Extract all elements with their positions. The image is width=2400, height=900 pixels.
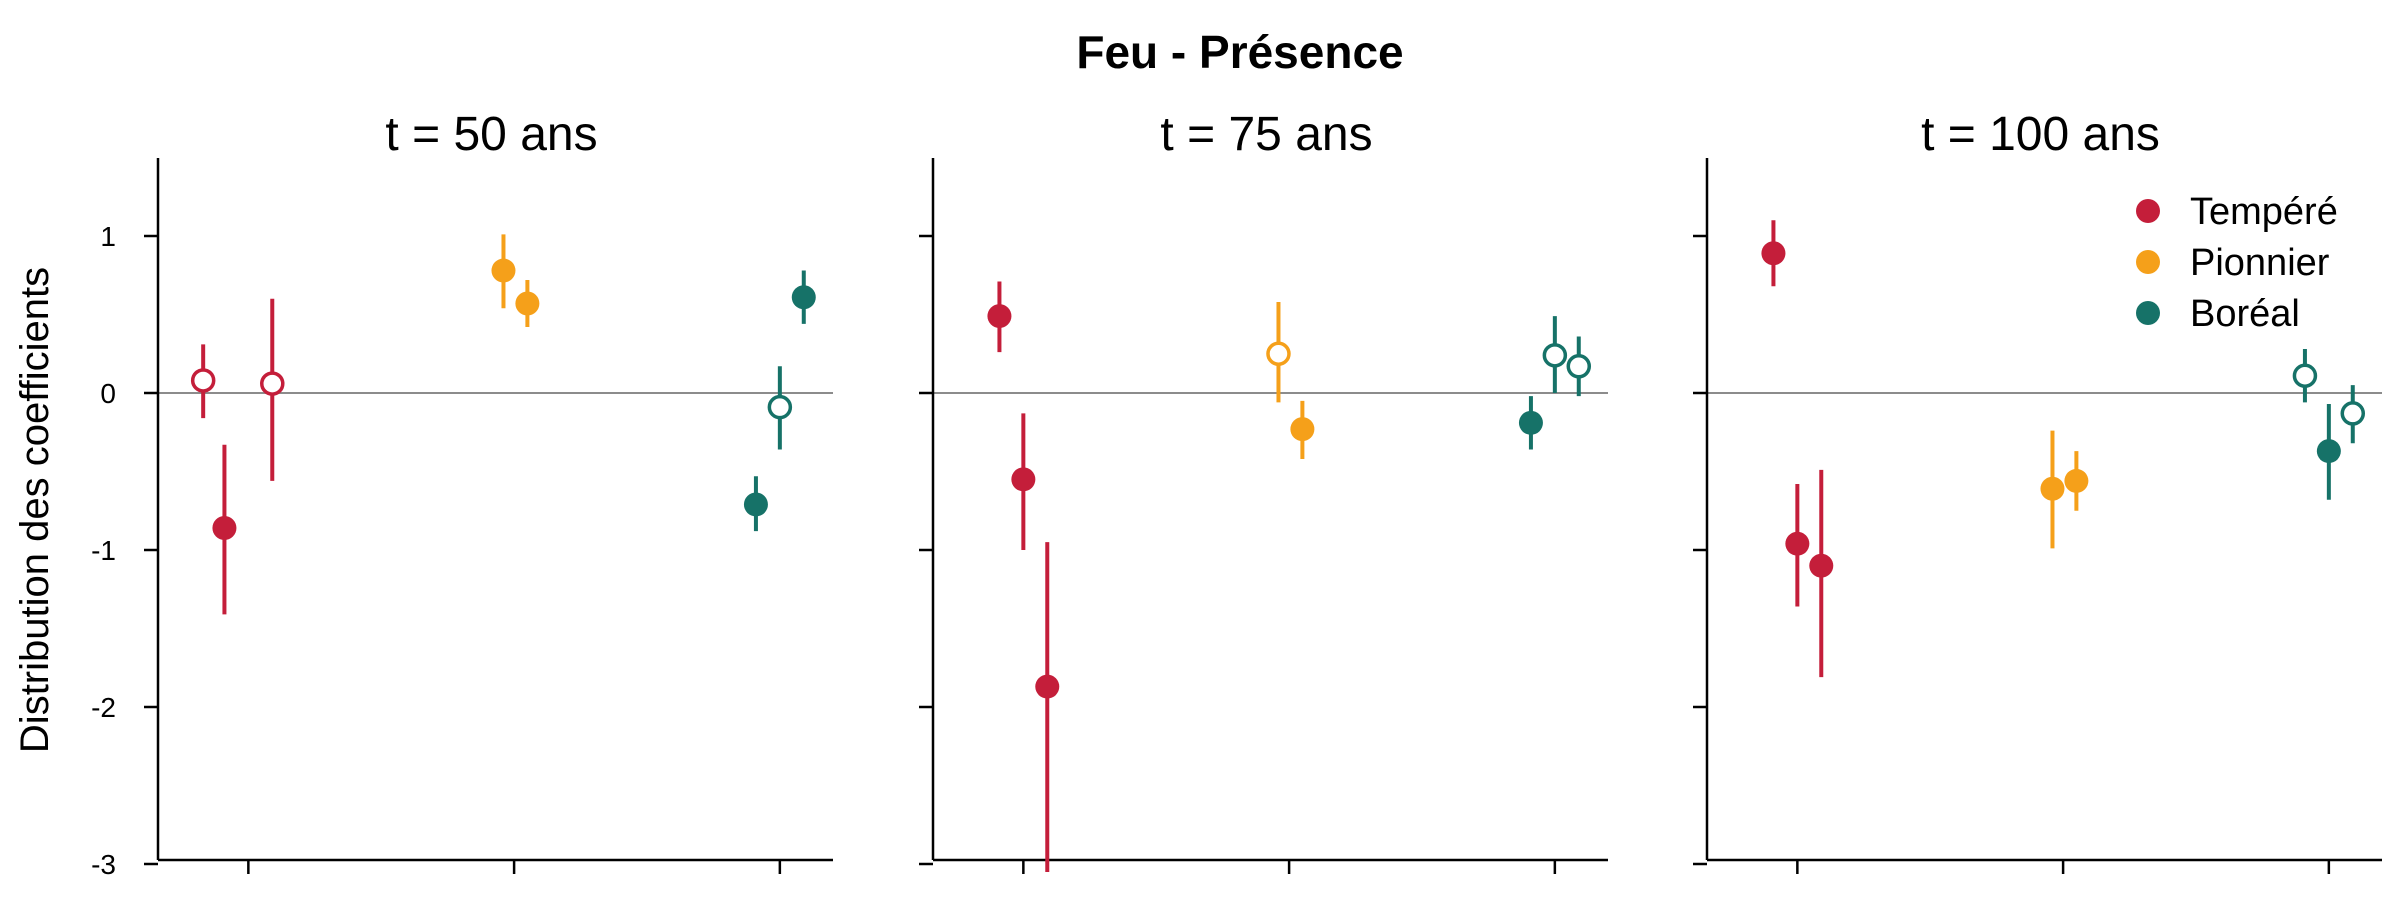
data-point	[743, 492, 768, 517]
y-tick-label: 1	[100, 221, 116, 252]
data-point	[1518, 410, 1543, 435]
data-point	[987, 304, 1012, 329]
data-point	[260, 371, 285, 396]
y-axis-label: Distribution des coefficients	[13, 267, 57, 753]
data-point	[1761, 241, 1786, 266]
panel-marks	[1761, 220, 2366, 678]
panel-title: t = 50 ans	[385, 108, 597, 161]
data-point	[1542, 343, 1568, 368]
panel-marks	[987, 281, 1592, 872]
legend-label: Tempéré	[2190, 191, 2338, 233]
data-point	[2340, 401, 2366, 426]
legend-marker	[2136, 250, 2160, 274]
y-tick-label: -1	[91, 535, 116, 566]
data-point	[190, 368, 216, 393]
y-tick-label: -3	[91, 849, 116, 880]
panel-marks	[190, 234, 816, 615]
data-point	[1290, 417, 1315, 442]
y-tick-label: 0	[100, 378, 116, 409]
legend-marker	[2136, 199, 2160, 223]
data-point	[791, 285, 816, 310]
data-point	[767, 394, 793, 420]
panels-group: t = 50 ans 1 0 -1 -2 -3 t = 75 ans t = 100 ans	[91, 108, 2382, 880]
data-point	[1809, 553, 1834, 578]
data-point	[1011, 467, 1036, 492]
data-point	[2316, 439, 2341, 464]
legend-marker	[2136, 301, 2160, 325]
data-point	[1566, 354, 1592, 379]
panel-3: t = 100 ans	[1693, 108, 2382, 874]
data-point	[1266, 341, 1291, 366]
y-tick-label: -2	[91, 692, 116, 723]
panel-title: t = 75 ans	[1160, 108, 1372, 161]
legend-label: Pionnier	[2190, 242, 2330, 284]
panel-2: t = 75 ans	[919, 108, 1608, 874]
data-point	[515, 291, 540, 316]
data-point	[2040, 476, 2065, 501]
data-point	[1785, 531, 1810, 556]
data-point	[1035, 674, 1060, 699]
data-point	[2292, 363, 2318, 388]
legend-label: Boréal	[2190, 293, 2300, 335]
data-point	[2064, 468, 2089, 493]
legend: Tempéré Pionnier Boréal	[2136, 191, 2338, 335]
data-point	[212, 516, 237, 541]
chart-title: Feu - Présence	[1076, 26, 1403, 78]
panel-1: t = 50 ans 1 0 -1 -2 -3	[91, 108, 833, 880]
data-point	[491, 258, 516, 283]
panel-title: t = 100 ans	[1921, 108, 2160, 161]
